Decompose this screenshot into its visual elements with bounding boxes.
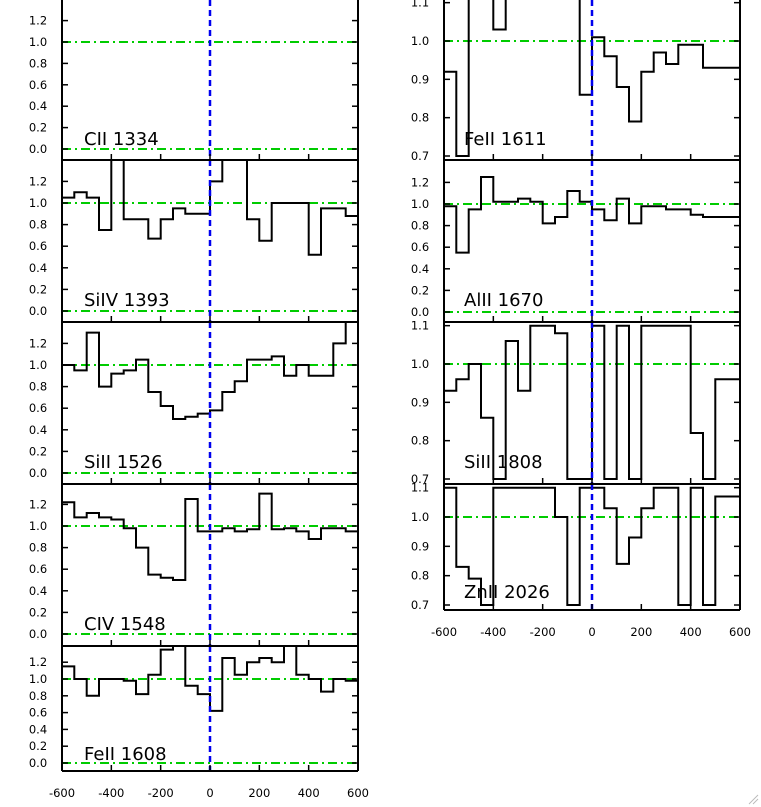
spectrum-series <box>62 322 358 420</box>
x-tick-label: -200 <box>148 786 174 800</box>
x-tick-label: 400 <box>298 786 320 800</box>
spectrum-panel: 0.0 0.2 0.4 0.6 0.8 1.0 1.2 CII 1334 <box>29 0 359 161</box>
y-tick-label: 0.2 <box>29 282 47 296</box>
y-tick-label: 1.0 <box>29 358 47 372</box>
spectrum-series <box>444 176 740 254</box>
y-tick-label: 0.7 <box>411 472 429 486</box>
spectrum-panel: 0.0 0.2 0.4 0.6 0.8 1.0 1.2 FeII 1608 <box>29 645 359 772</box>
x-tick-label: -200 <box>530 625 556 639</box>
y-tick-label: 1.0 <box>411 510 429 524</box>
spectrum-panel: 0.7 0.8 0.9 1.0 1.1 ZnII 2026 <box>411 481 741 612</box>
y-tick-label: 1.0 <box>411 197 429 211</box>
spectrum-panel: 0.0 0.2 0.4 0.6 0.8 1.0 1.2 SiIV 1393 <box>29 159 359 323</box>
y-tick-label: 0.0 <box>29 142 47 156</box>
panel-label: AlII 1670 <box>464 290 543 311</box>
x-tick-label: -400 <box>480 625 506 639</box>
spectrum-series <box>62 492 358 581</box>
spectrum-panel: 0.0 0.2 0.4 0.6 0.8 1.0 1.2 SiII 1526 <box>29 321 359 485</box>
panel-label: ZnII 2026 <box>464 582 550 603</box>
y-tick-label: 0.0 <box>411 305 429 319</box>
y-tick-label: 0.2 <box>29 444 47 458</box>
panel-label: SiII 1526 <box>84 452 163 473</box>
y-tick-label: 0.0 <box>29 466 47 480</box>
y-tick-label: 0.8 <box>29 218 47 232</box>
y-tick-label: 1.1 <box>411 319 429 333</box>
y-tick-label: 0.9 <box>411 539 429 553</box>
y-tick-label: 0.4 <box>29 261 47 275</box>
x-tick-label: 600 <box>729 625 751 639</box>
y-tick-label: 0.8 <box>29 689 47 703</box>
y-tick-label: 0.8 <box>29 380 47 394</box>
y-tick-label: 0.8 <box>411 569 429 583</box>
y-tick-label: 0.8 <box>411 219 429 233</box>
x-tick-label: 200 <box>248 786 270 800</box>
panel-label: FeII 1608 <box>84 744 167 765</box>
y-tick-label: 0.6 <box>29 706 47 720</box>
x-tick-label: -600 <box>431 625 457 639</box>
y-tick-label: 0.6 <box>411 240 429 254</box>
y-tick-label: 0.9 <box>411 395 429 409</box>
spectrum-panel: 0.7 0.8 0.9 1.0 1.1 FeII 1611 <box>411 0 741 163</box>
y-tick-label: 0.2 <box>29 739 47 753</box>
spectrum-panel: 0.0 0.2 0.4 0.6 0.8 1.0 1.2 AlII 1670 <box>411 159 741 323</box>
y-tick-label: 1.2 <box>411 175 429 189</box>
y-tick-label: 0.4 <box>29 423 47 437</box>
spectrum-series <box>444 486 740 606</box>
y-tick-label: 0.6 <box>29 78 47 92</box>
y-tick-label: 0.6 <box>29 239 47 253</box>
y-tick-label: 1.2 <box>29 14 47 28</box>
y-tick-label: 1.0 <box>411 34 429 48</box>
panel-label: CII 1334 <box>84 129 159 150</box>
y-tick-label: 0.7 <box>411 149 429 163</box>
y-tick-label: 1.2 <box>29 174 47 188</box>
y-tick-label: 1.0 <box>29 519 47 533</box>
y-tick-label: 0.8 <box>29 541 47 555</box>
y-tick-label: 0.0 <box>29 756 47 770</box>
y-tick-label: 1.2 <box>29 655 47 669</box>
y-tick-label: 1.0 <box>29 672 47 686</box>
y-tick-label: 0.6 <box>29 562 47 576</box>
spectrum-series <box>444 324 740 480</box>
panel-label: CIV 1548 <box>84 614 166 635</box>
y-tick-label: 1.1 <box>411 481 429 495</box>
y-tick-label: 0.0 <box>29 627 47 641</box>
y-tick-label: 0.2 <box>29 605 47 619</box>
spectrum-series <box>62 160 358 256</box>
y-tick-label: 0.4 <box>411 262 429 276</box>
panel-label: FeII 1611 <box>464 129 547 150</box>
spectrum-series <box>444 0 740 157</box>
y-tick-label: 1.1 <box>411 0 429 10</box>
spectrum-panel: 0.7 0.8 0.9 1.0 1.1 SiII 1808 <box>411 319 741 486</box>
panel-label: SiII 1808 <box>464 452 543 473</box>
spectrum-panel: 0.0 0.2 0.4 0.6 0.8 1.0 1.2 CIV 1548 <box>29 483 359 647</box>
y-tick-label: 0.8 <box>29 56 47 70</box>
y-tick-label: 1.0 <box>411 357 429 371</box>
y-tick-label: 1.0 <box>29 196 47 210</box>
y-tick-label: 0.8 <box>411 111 429 125</box>
y-tick-label: 0.8 <box>411 434 429 448</box>
resize-grip-icon <box>748 794 759 805</box>
y-tick-label: 1.2 <box>29 336 47 350</box>
y-tick-label: 0.0 <box>29 304 47 318</box>
y-tick-label: 1.2 <box>29 497 47 511</box>
x-tick-label: 0 <box>206 786 213 800</box>
x-tick-label: -600 <box>49 786 75 800</box>
x-tick-label: 0 <box>588 625 595 639</box>
y-tick-label: 0.6 <box>29 401 47 415</box>
x-tick-label: 600 <box>347 786 369 800</box>
y-tick-label: 0.7 <box>411 598 429 612</box>
x-tick-label: -400 <box>98 786 124 800</box>
x-tick-label: 400 <box>680 625 702 639</box>
y-tick-label: 0.9 <box>411 72 429 86</box>
x-tick-label: 200 <box>630 625 652 639</box>
panel-label: SiIV 1393 <box>84 290 170 311</box>
y-tick-label: 0.2 <box>411 283 429 297</box>
y-tick-label: 0.2 <box>29 121 47 135</box>
y-tick-label: 0.4 <box>29 99 47 113</box>
y-tick-label: 0.4 <box>29 584 47 598</box>
y-tick-label: 1.0 <box>29 35 47 49</box>
y-tick-label: 0.4 <box>29 722 47 736</box>
